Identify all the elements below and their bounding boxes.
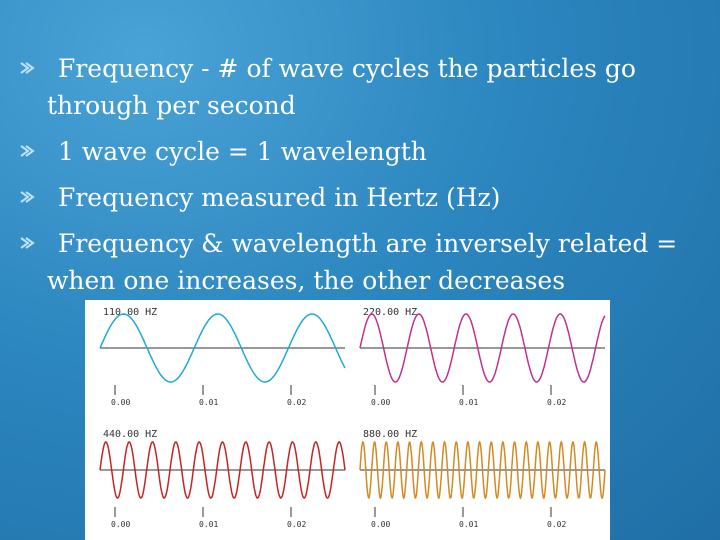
wave-panel: 440.00 HZ 0.00 0.01 0.02 <box>95 425 350 540</box>
tick-label: 0.02 <box>547 520 566 529</box>
bullet-arrow <box>20 237 35 249</box>
wave-panel: 220.00 HZ 0.00 0.01 0.02 <box>355 303 610 418</box>
waveform <box>99 441 346 499</box>
tick-label: 0.02 <box>287 520 306 529</box>
frequency-label: 220.00 HZ <box>363 307 417 318</box>
bullet-arrow <box>20 145 35 157</box>
bullet-icon <box>20 191 35 203</box>
tick-label: 0.02 <box>287 398 306 407</box>
bullet-item: Frequency & wavelength are inversely rel… <box>0 225 700 299</box>
wave-plot: 110.00 HZ 0.00 0.01 0.02 <box>99 307 346 407</box>
bullet-text: Frequency measured in Hertz (Hz) <box>58 183 501 212</box>
tick-label: 0.01 <box>459 398 478 407</box>
waveform <box>359 440 606 500</box>
wave-plot: 880.00 HZ 0.00 0.01 0.02 <box>359 429 606 529</box>
wave-plot: 440.00 HZ 0.00 0.01 0.02 <box>99 429 346 529</box>
tick-label: 0.00 <box>111 398 130 407</box>
tick-label: 0.01 <box>459 520 478 529</box>
frequency-label: 110.00 HZ <box>103 307 157 318</box>
frequency-label: 440.00 HZ <box>103 429 157 440</box>
wave-figure: 110.00 HZ 0.00 0.01 0.02 220.00 HZ 0.00 0.01 0.… <box>85 300 610 540</box>
bullet-item: Frequency measured in Hertz (Hz) <box>0 179 700 216</box>
bullet-icon <box>20 145 35 157</box>
bullet-arrow <box>20 62 35 74</box>
bullet-icon <box>20 237 35 249</box>
tick-label: 0.00 <box>371 520 390 529</box>
wave-plot: 220.00 HZ 0.00 0.01 0.02 <box>359 307 606 407</box>
bullet-text: Frequency & wavelength are inversely rel… <box>47 229 678 295</box>
bullet-text: Frequency - # of wave cycles the particl… <box>47 54 636 120</box>
bullet-arrow <box>20 191 35 203</box>
tick-label: 0.01 <box>199 520 218 529</box>
bullet-icon <box>20 62 35 74</box>
tick-label: 0.01 <box>199 398 218 407</box>
bullet-text: 1 wave cycle = 1 wavelength <box>58 137 427 166</box>
tick-label: 0.00 <box>111 520 130 529</box>
tick-label: 0.02 <box>547 398 566 407</box>
wave-panel: 110.00 HZ 0.00 0.01 0.02 <box>95 303 350 418</box>
frequency-label: 880.00 HZ <box>363 429 417 440</box>
waveform <box>99 313 346 383</box>
wave-panel: 880.00 HZ 0.00 0.01 0.02 <box>355 425 610 540</box>
bullet-list: Frequency - # of wave cycles the particl… <box>0 50 700 308</box>
bullet-item: 1 wave cycle = 1 wavelength <box>0 133 700 170</box>
bullet-item: Frequency - # of wave cycles the particl… <box>0 50 700 124</box>
waveform <box>359 313 606 383</box>
tick-label: 0.00 <box>371 398 390 407</box>
